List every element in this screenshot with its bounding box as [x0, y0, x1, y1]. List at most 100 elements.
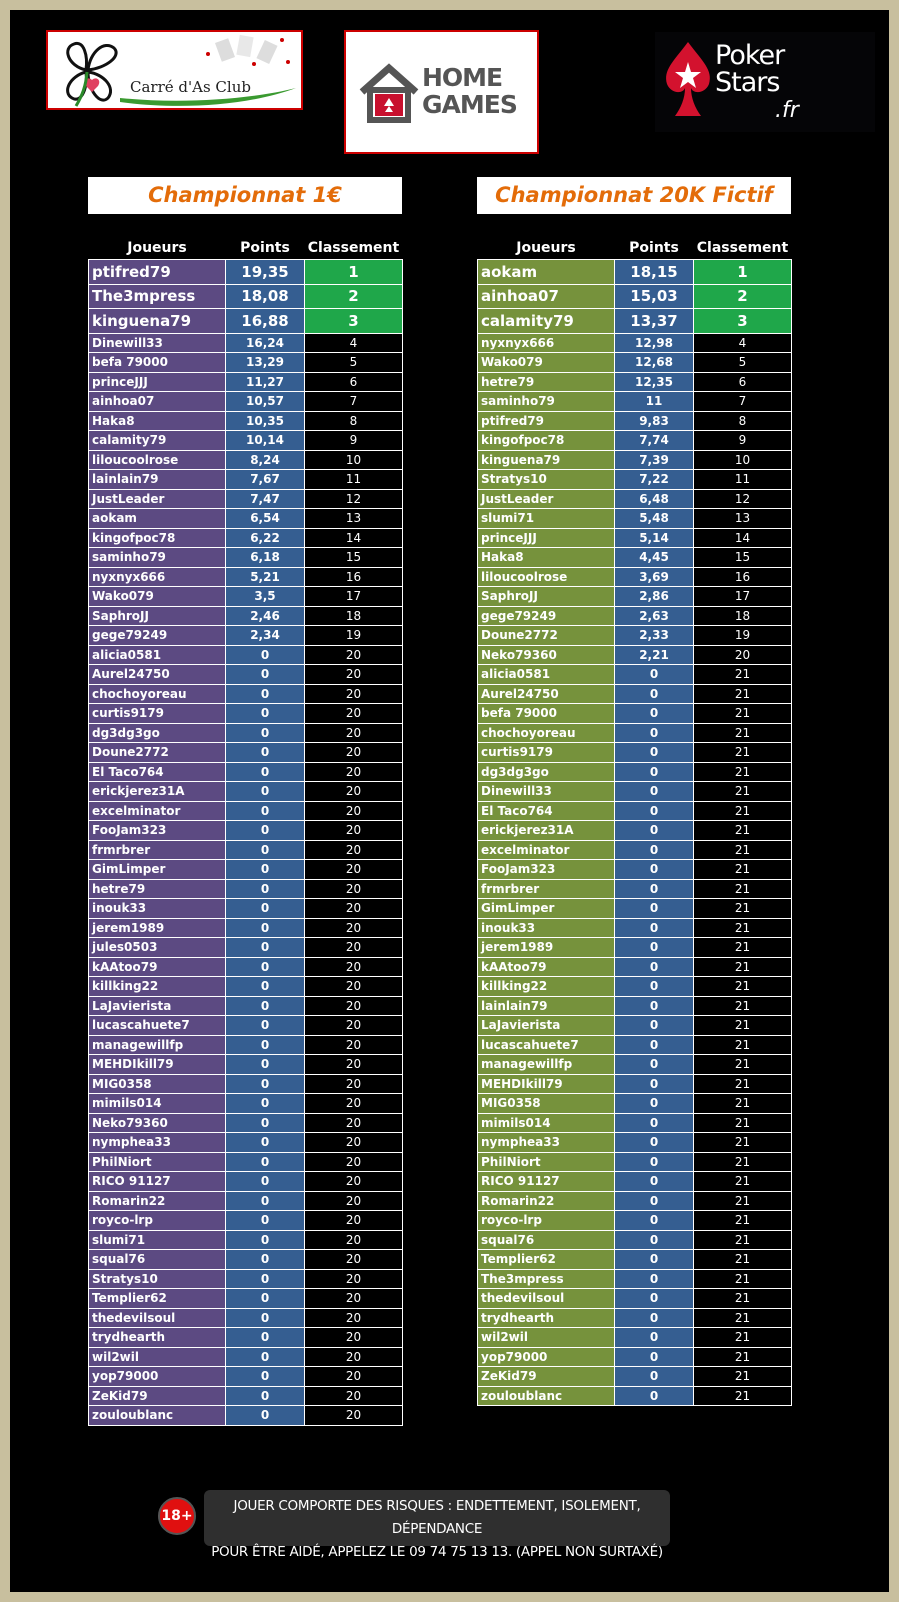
player-name: chochoyoreau: [477, 722, 615, 743]
player-name: Wako079: [88, 586, 226, 607]
age-18-plus-badge: 18+: [158, 1497, 196, 1535]
header-rank: Classement: [696, 239, 789, 256]
player-name: trydhearth: [88, 1327, 226, 1348]
player-points: 0: [225, 1054, 305, 1075]
player-points: 2,21: [614, 644, 694, 665]
table-row: jules0503 0 20: [88, 937, 403, 958]
player-name: PhilNiort: [477, 1151, 615, 1172]
table-row: managewillfp 0 20: [88, 1034, 403, 1055]
player-points: 0: [614, 1210, 694, 1231]
player-points: 0: [225, 1346, 305, 1367]
player-name: jerem1989: [88, 917, 226, 938]
table-row: alicia0581 0 21: [477, 664, 792, 685]
table-row: slumi71 5,48 13: [477, 508, 792, 529]
player-rank: 10: [693, 449, 792, 470]
player-points: 0: [225, 1268, 305, 1289]
table-row: GimLimper 0 20: [88, 859, 403, 880]
table-row: princeJJJ 5,14 14: [477, 527, 792, 548]
player-points: 0: [225, 820, 305, 841]
player-points: 10,57: [225, 391, 305, 412]
table-row: dg3dg3go 0 20: [88, 722, 403, 743]
player-name: killking22: [477, 976, 615, 997]
player-name: yop79000: [88, 1366, 226, 1387]
player-name: curtis9179: [477, 742, 615, 763]
player-points: 0: [614, 1327, 694, 1348]
table-row: MEHDIkill79 0 21: [477, 1073, 792, 1094]
player-points: 0: [225, 1132, 305, 1153]
player-name: erickjerez31A: [88, 781, 226, 802]
player-rank: 6: [304, 371, 403, 392]
home-games-logo: HOME GAMES: [344, 30, 539, 154]
table-row: befa 79000 0 21: [477, 703, 792, 724]
header-rank: Classement: [307, 239, 400, 256]
player-points: 19,35: [225, 259, 305, 285]
player-name: LaJavierista: [88, 995, 226, 1016]
player-rank: 5: [304, 352, 403, 373]
player-name: FooJam323: [477, 859, 615, 880]
player-name: ptifred79: [477, 410, 615, 431]
table-row: FooJam323 0 20: [88, 820, 403, 841]
table-row: Dinewill33 16,24 4: [88, 332, 403, 353]
player-name: zouloublanc: [477, 1385, 615, 1406]
table-row: GimLimper 0 21: [477, 898, 792, 919]
table-row: nymphea33 0 21: [477, 1132, 792, 1153]
player-rank: 20: [304, 1385, 403, 1406]
player-rank: 21: [693, 1249, 792, 1270]
player-rank: 20: [304, 1015, 403, 1036]
player-rank: 21: [693, 859, 792, 880]
player-points: 7,39: [614, 449, 694, 470]
player-rank: 20: [304, 1327, 403, 1348]
player-points: 0: [225, 859, 305, 880]
player-points: 0: [614, 1385, 694, 1406]
player-name: kingofpoc78: [88, 527, 226, 548]
player-name: Romarin22: [88, 1190, 226, 1211]
player-points: 0: [225, 956, 305, 977]
player-name: El Taco764: [88, 761, 226, 782]
table-row: Templier62 0 21: [477, 1249, 792, 1270]
player-name: Neko79360: [88, 1112, 226, 1133]
table-row: RICO 91127 0 21: [477, 1171, 792, 1192]
table-row: frmrbrer 0 20: [88, 839, 403, 860]
player-points: 0: [614, 1366, 694, 1387]
header-players: Joueurs: [127, 239, 187, 256]
player-rank: 14: [304, 527, 403, 548]
player-points: 10,14: [225, 430, 305, 451]
player-points: 0: [614, 1132, 694, 1153]
player-name: Romarin22: [477, 1190, 615, 1211]
player-rank: 20: [304, 1268, 403, 1289]
player-rank: 12: [693, 488, 792, 509]
player-rank: 8: [304, 410, 403, 431]
table-row: ZeKid79 0 20: [88, 1385, 403, 1406]
table-row: Dinewill33 0 21: [477, 781, 792, 802]
player-name: wil2wil: [88, 1346, 226, 1367]
table-row: aokam 18,15 1: [477, 259, 792, 285]
player-name: El Taco764: [477, 800, 615, 821]
player-rank: 20: [304, 1073, 403, 1094]
player-rank: 20: [304, 839, 403, 860]
player-rank: 21: [693, 761, 792, 782]
player-rank: 2: [693, 283, 792, 309]
player-name: hetre79: [88, 878, 226, 899]
player-points: 0: [225, 742, 305, 763]
player-name: Doune2772: [88, 742, 226, 763]
player-name: trydhearth: [477, 1307, 615, 1328]
player-name: aokam: [88, 508, 226, 529]
championship-2-table: Joueurs Points Classement aokam 18,15 1 ain…: [477, 236, 792, 1406]
player-name: ainhoa07: [477, 283, 615, 309]
player-rank: 7: [304, 391, 403, 412]
player-rank: 20: [304, 1249, 403, 1270]
player-points: 0: [225, 995, 305, 1016]
player-name: thedevilsoul: [477, 1288, 615, 1309]
player-points: 0: [614, 722, 694, 743]
player-name: kinguena79: [477, 449, 615, 470]
player-rank: 20: [304, 1151, 403, 1172]
player-name: liloucoolrose: [88, 449, 226, 470]
player-rank: 21: [693, 1307, 792, 1328]
table-row: PhilNiort 0 20: [88, 1151, 403, 1172]
player-rank: 20: [304, 800, 403, 821]
player-points: 16,88: [225, 308, 305, 334]
table-row: zouloublanc 0 20: [88, 1405, 403, 1426]
player-name: gege79249: [88, 625, 226, 646]
player-points: 0: [614, 1171, 694, 1192]
player-rank: 21: [693, 937, 792, 958]
